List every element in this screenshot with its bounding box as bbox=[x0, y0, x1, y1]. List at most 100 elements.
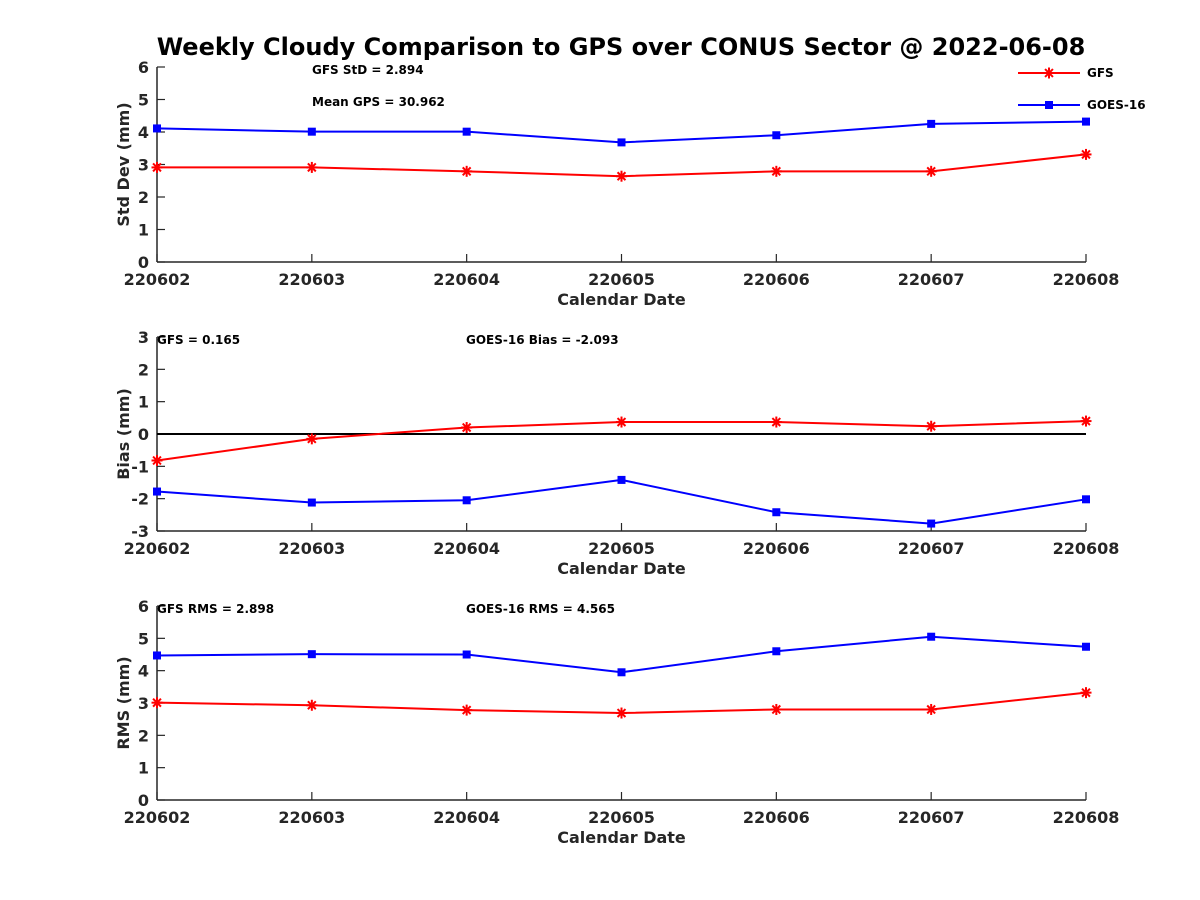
x-tick-label: 220602 bbox=[124, 539, 191, 558]
y-tick-label: 3 bbox=[138, 694, 149, 713]
chart-title: Weekly Cloudy Comparison to GPS over CON… bbox=[157, 33, 1086, 61]
x-tick-label: 220603 bbox=[278, 808, 345, 827]
data-point-gfs bbox=[461, 165, 473, 177]
data-point-gfs bbox=[306, 161, 318, 173]
data-point-gfs bbox=[616, 170, 627, 182]
data-point-goes-16 bbox=[307, 650, 316, 659]
data-point-gfs bbox=[925, 420, 937, 432]
y-tick-label: 1 bbox=[138, 221, 149, 240]
x-tick-label: 220605 bbox=[588, 808, 655, 827]
stat-annotation: GFS = 0.165 bbox=[157, 333, 240, 347]
panel-3: 0 1 2 3 4 5 6 220602 220603 220604 220605 220606 220… bbox=[114, 597, 1119, 847]
y-tick-label: 5 bbox=[138, 91, 149, 110]
y-tick-label: 2 bbox=[138, 360, 149, 379]
y-tick-label: 5 bbox=[138, 629, 149, 648]
y-tick-label: 4 bbox=[138, 662, 149, 681]
data-point-goes-16 bbox=[1082, 642, 1090, 651]
data-point-goes-16 bbox=[153, 651, 161, 660]
x-tick-label: 220603 bbox=[278, 539, 345, 558]
data-point-goes-16 bbox=[153, 487, 161, 496]
data-point-gfs bbox=[1080, 687, 1092, 699]
data-point-goes-16 bbox=[462, 650, 471, 659]
x-axis-label: Calendar Date bbox=[557, 828, 686, 847]
x-tick-label: 220608 bbox=[1053, 539, 1120, 558]
x-tick-label: 220603 bbox=[278, 270, 345, 289]
y-tick-label: 3 bbox=[138, 156, 149, 175]
x-tick-label: 220602 bbox=[124, 270, 191, 289]
x-tick-label: 220604 bbox=[433, 808, 500, 827]
y-axis-label: Bias (mm) bbox=[114, 388, 133, 480]
x-tick-label: 220606 bbox=[743, 270, 810, 289]
x-tick-label: 220602 bbox=[124, 808, 191, 827]
y-tick-label: 6 bbox=[138, 597, 149, 616]
data-point-gfs bbox=[770, 416, 782, 428]
data-point-gfs bbox=[925, 703, 937, 715]
data-point-gfs bbox=[151, 161, 163, 173]
y-tick-label: 6 bbox=[138, 58, 149, 77]
data-point-gfs bbox=[925, 165, 937, 177]
x-tick-label: 220604 bbox=[433, 539, 500, 558]
y-axis-label: RMS (mm) bbox=[114, 656, 133, 749]
data-point-gfs bbox=[616, 707, 627, 719]
panel-1: 0 1 2 3 4 5 6 220602 220603 220604 220605 220606 220… bbox=[114, 58, 1119, 309]
x-axis-label: Calendar Date bbox=[557, 559, 686, 578]
x-tick-label: 220605 bbox=[588, 539, 655, 558]
x-tick-label: 220604 bbox=[433, 270, 500, 289]
x-tick-label: 220605 bbox=[588, 270, 655, 289]
legend-label: GFS bbox=[1087, 66, 1114, 80]
data-point-goes-16 bbox=[927, 632, 936, 641]
legend-entry-gfs: GFS bbox=[1018, 66, 1114, 80]
data-point-goes-16 bbox=[772, 131, 781, 140]
legend: GFS GOES-16 bbox=[1018, 66, 1146, 112]
y-tick-label: -2 bbox=[131, 490, 149, 509]
data-point-goes-16 bbox=[462, 496, 471, 505]
y-tick-label: 0 bbox=[138, 791, 149, 810]
stat-annotation: GFS StD = 2.894 bbox=[312, 63, 424, 77]
data-point-goes-16 bbox=[617, 475, 626, 484]
data-point-goes-16 bbox=[462, 127, 471, 136]
stat-annotation: Mean GPS = 30.962 bbox=[312, 95, 445, 109]
y-tick-label: 2 bbox=[138, 726, 149, 745]
data-point-goes-16 bbox=[153, 124, 161, 133]
legend-label: GOES-16 bbox=[1087, 98, 1146, 112]
data-point-gfs bbox=[1080, 148, 1092, 160]
data-point-gfs bbox=[616, 416, 627, 428]
series-goes-16 bbox=[153, 117, 1090, 147]
x-axis-label: Calendar Date bbox=[557, 290, 686, 309]
stat-annotation: GOES-16 RMS = 4.565 bbox=[466, 602, 615, 616]
series-goes-16 bbox=[153, 475, 1090, 528]
x-tick-label: 220606 bbox=[743, 808, 810, 827]
data-point-gfs bbox=[461, 422, 473, 434]
data-point-goes-16 bbox=[772, 508, 781, 517]
data-point-goes-16 bbox=[1082, 495, 1090, 504]
data-point-goes-16 bbox=[772, 647, 781, 656]
data-point-gfs bbox=[1080, 415, 1092, 427]
y-axis-label: Std Dev (mm) bbox=[114, 102, 133, 226]
data-point-goes-16 bbox=[617, 138, 626, 147]
series-gfs bbox=[151, 415, 1092, 467]
y-tick-label: 3 bbox=[138, 328, 149, 347]
data-point-gfs bbox=[306, 699, 318, 711]
data-point-gfs bbox=[306, 433, 318, 445]
x-tick-label: 220607 bbox=[898, 270, 965, 289]
x-tick-label: 220608 bbox=[1053, 270, 1120, 289]
data-point-gfs bbox=[151, 697, 163, 709]
legend-marker-gfs bbox=[1043, 67, 1055, 79]
series-gfs bbox=[151, 148, 1092, 182]
data-point-goes-16 bbox=[307, 498, 316, 507]
x-tick-label: 220607 bbox=[898, 808, 965, 827]
series-gfs bbox=[151, 687, 1092, 719]
y-tick-label: -1 bbox=[131, 457, 149, 476]
series-line-goes-16 bbox=[156, 478, 1087, 525]
y-tick-label: -3 bbox=[131, 522, 149, 541]
data-point-gfs bbox=[461, 704, 473, 716]
panel-2: -3 -2 -1 0 1 2 3 220602 220603 220604 220605 220606… bbox=[114, 328, 1119, 578]
series-goes-16 bbox=[153, 632, 1090, 677]
legend-marker-goes-16 bbox=[1045, 101, 1053, 109]
y-tick-label: 1 bbox=[138, 759, 149, 778]
series-line-goes-16 bbox=[156, 635, 1087, 674]
data-point-goes-16 bbox=[1082, 117, 1090, 126]
y-tick-label: 0 bbox=[138, 425, 149, 444]
data-point-gfs bbox=[151, 455, 163, 467]
